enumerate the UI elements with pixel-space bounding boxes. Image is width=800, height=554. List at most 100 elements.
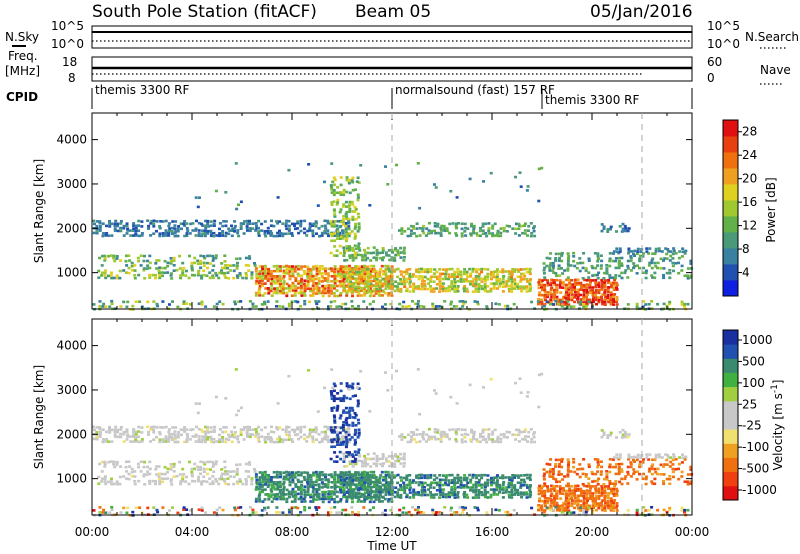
power-cell bbox=[609, 295, 613, 299]
velocity-cell bbox=[128, 465, 132, 468]
power-cell bbox=[433, 183, 436, 186]
velocity-cell bbox=[593, 479, 597, 483]
velocity-cell bbox=[594, 497, 598, 500]
power-cell bbox=[366, 282, 369, 286]
power-cell bbox=[635, 305, 639, 309]
velocity-cell bbox=[181, 475, 185, 479]
freq-label: Freq. bbox=[8, 49, 38, 63]
power-cell bbox=[345, 235, 349, 238]
power-cell bbox=[142, 268, 146, 272]
velocity-cell bbox=[472, 490, 476, 494]
power-cell bbox=[98, 300, 102, 303]
velocity-cell bbox=[680, 461, 684, 464]
power-cell bbox=[206, 232, 209, 235]
power-cell bbox=[671, 261, 675, 265]
power-cell bbox=[244, 256, 248, 260]
power-cell bbox=[416, 162, 420, 165]
power-cell bbox=[167, 222, 171, 225]
velocity-cell bbox=[287, 493, 291, 496]
velocity-cell bbox=[339, 488, 342, 491]
velocity-cell bbox=[291, 440, 294, 443]
velocity-cell bbox=[429, 491, 432, 494]
velocity-cell bbox=[387, 483, 391, 487]
power-cell bbox=[343, 251, 346, 255]
velocity-cell bbox=[287, 433, 291, 437]
velocity-cell bbox=[350, 406, 354, 410]
velocity-cell bbox=[358, 486, 362, 490]
velocity-cell bbox=[477, 493, 481, 496]
power-cell bbox=[600, 278, 604, 282]
power-cell bbox=[339, 235, 343, 238]
power-cell bbox=[394, 280, 398, 283]
velocity-cell bbox=[430, 493, 434, 497]
power-cell bbox=[453, 275, 457, 279]
power-cell bbox=[146, 264, 150, 267]
power-cell bbox=[558, 303, 562, 306]
velocity-cell bbox=[405, 486, 409, 489]
velocity-cell bbox=[178, 460, 182, 464]
power-cell bbox=[258, 287, 262, 290]
velocity-cell bbox=[382, 476, 386, 479]
velocity-cell bbox=[119, 435, 123, 439]
power-cell bbox=[614, 274, 618, 277]
velocity-cell bbox=[345, 438, 349, 442]
velocity-cell bbox=[542, 510, 546, 514]
power-cell bbox=[329, 267, 333, 270]
velocity-cell bbox=[668, 474, 672, 478]
power-cell bbox=[587, 257, 591, 260]
velocity-cell bbox=[212, 428, 216, 432]
power-cell bbox=[333, 267, 337, 271]
velocity-cell bbox=[332, 406, 336, 409]
power-cell bbox=[689, 262, 693, 265]
velocity-cell bbox=[345, 500, 349, 503]
velocity-cell bbox=[300, 497, 304, 501]
power-cell bbox=[279, 287, 283, 290]
velocity-cell bbox=[139, 460, 143, 463]
velocity-cell bbox=[477, 496, 481, 499]
velocity-cell bbox=[430, 481, 434, 484]
velocity-cell bbox=[195, 425, 198, 429]
power-cell bbox=[202, 273, 206, 277]
velocity-cell bbox=[420, 476, 424, 480]
power-cell bbox=[197, 302, 201, 305]
velocity-cell bbox=[558, 462, 562, 466]
freq-right-tick-bottom: 0 bbox=[707, 71, 715, 85]
velocity-cell bbox=[137, 425, 141, 429]
power-cell bbox=[300, 294, 304, 297]
velocity-cell bbox=[137, 435, 141, 439]
power-cell bbox=[548, 269, 552, 272]
velocity-cell bbox=[487, 428, 491, 431]
velocity-cell bbox=[550, 487, 554, 491]
velocity-cell bbox=[291, 480, 295, 484]
velocity-cell bbox=[203, 435, 207, 439]
power-cell bbox=[212, 222, 216, 226]
velocity-cell bbox=[317, 488, 321, 491]
power-cell bbox=[207, 225, 211, 228]
velocity-cell bbox=[603, 477, 606, 481]
velocity-cell bbox=[381, 483, 385, 487]
velocity-cell bbox=[347, 433, 351, 437]
power-cell bbox=[430, 231, 434, 235]
power-cell bbox=[526, 234, 529, 237]
power-cell bbox=[626, 276, 630, 279]
power-cell bbox=[597, 298, 601, 302]
velocity-cell bbox=[245, 425, 249, 429]
velocity-cell bbox=[359, 500, 363, 503]
power-cell bbox=[466, 290, 470, 293]
velocity-cell bbox=[499, 437, 503, 441]
velocity-cell bbox=[312, 488, 316, 491]
velocity-cell bbox=[161, 438, 165, 441]
power-cell bbox=[642, 266, 645, 270]
velocity-cell bbox=[357, 453, 361, 456]
velocity-cell bbox=[527, 430, 531, 434]
velocity-cell bbox=[375, 485, 379, 489]
power-cell bbox=[480, 277, 483, 281]
power-cell bbox=[405, 289, 409, 293]
velocity-cell bbox=[549, 497, 553, 500]
velocity-cell bbox=[339, 414, 343, 417]
power-cell bbox=[354, 290, 358, 293]
velocity-cell bbox=[465, 476, 469, 480]
velocity-cell bbox=[107, 440, 111, 443]
velocity-cell bbox=[222, 426, 226, 429]
velocity-cell bbox=[342, 495, 346, 499]
